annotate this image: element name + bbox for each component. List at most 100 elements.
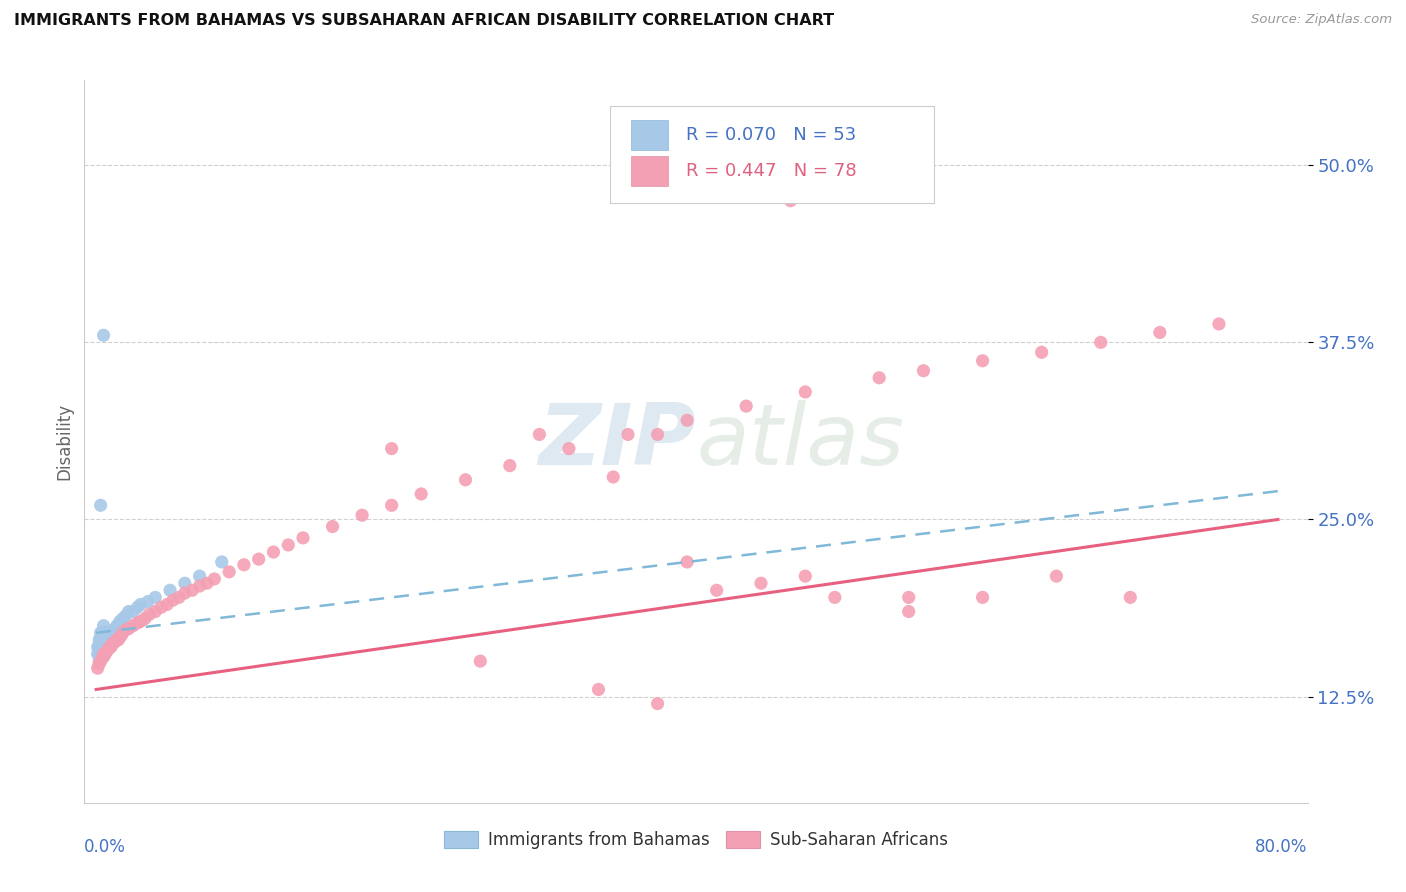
Point [868, 371, 890, 385]
Point [93, 640, 115, 654]
Point [101, 637, 124, 651]
Point [232, 558, 254, 572]
Point [104, 622, 127, 636]
Point [735, 399, 758, 413]
Point [96, 640, 118, 654]
Point [824, 591, 846, 605]
Point [100, 625, 122, 640]
Point [111, 625, 134, 640]
Point [91, 640, 114, 654]
Point [470, 654, 492, 668]
Text: atlas: atlas [696, 400, 904, 483]
Point [188, 569, 211, 583]
Point [647, 427, 669, 442]
Point [262, 545, 284, 559]
Point [100, 640, 122, 654]
Point [98, 625, 121, 640]
Point [91, 632, 114, 647]
Point [90, 625, 112, 640]
Point [127, 600, 149, 615]
Point [110, 629, 132, 643]
Point [89, 640, 111, 654]
Point [98, 640, 121, 654]
Point [454, 473, 477, 487]
Point [173, 576, 195, 591]
Point [173, 586, 195, 600]
Point [138, 607, 160, 622]
Point [676, 413, 699, 427]
Point [706, 583, 728, 598]
Point [97, 640, 120, 654]
Point [86, 661, 108, 675]
Point [972, 353, 994, 368]
Point [897, 591, 920, 605]
Point [188, 579, 211, 593]
Point [292, 531, 315, 545]
Point [94, 625, 117, 640]
Point [97, 625, 120, 640]
Point [118, 605, 141, 619]
Point [134, 612, 156, 626]
Point [91, 651, 114, 665]
Point [97, 642, 120, 657]
Point [86, 640, 108, 654]
Point [617, 427, 640, 442]
Point [218, 565, 240, 579]
Point [114, 623, 136, 637]
Point [1090, 335, 1112, 350]
Point [90, 654, 112, 668]
Point [122, 618, 145, 632]
Point [93, 647, 115, 661]
Point [94, 640, 117, 654]
Point [529, 427, 551, 442]
Point [277, 538, 299, 552]
Point [558, 442, 581, 456]
Point [381, 442, 404, 456]
Point [143, 605, 166, 619]
Point [129, 598, 152, 612]
Point [156, 598, 179, 612]
Point [105, 618, 128, 632]
Point [181, 583, 204, 598]
Point [97, 632, 120, 647]
Text: ZIP: ZIP [538, 400, 696, 483]
Point [94, 647, 117, 661]
Point [89, 632, 111, 647]
Point [90, 632, 112, 647]
Point [588, 682, 610, 697]
Point [103, 623, 125, 637]
Point [794, 569, 817, 583]
Point [100, 632, 122, 647]
Point [211, 555, 233, 569]
Point [108, 615, 131, 629]
Point [779, 194, 801, 208]
FancyBboxPatch shape [610, 105, 935, 203]
Point [90, 647, 112, 661]
Point [93, 625, 115, 640]
Point [86, 647, 108, 661]
Point [107, 618, 129, 632]
Point [93, 632, 115, 647]
Point [111, 612, 134, 626]
Point [1149, 326, 1171, 340]
Point [94, 647, 117, 661]
Point [93, 618, 115, 632]
Point [381, 498, 404, 512]
Point [90, 640, 112, 654]
Point [143, 591, 166, 605]
Point [108, 630, 131, 644]
Point [794, 384, 817, 399]
Point [89, 647, 111, 661]
Point [91, 647, 114, 661]
Point [1208, 317, 1230, 331]
Point [162, 593, 184, 607]
Legend: Immigrants from Bahamas, Sub-Saharan Africans: Immigrants from Bahamas, Sub-Saharan Afr… [437, 824, 955, 856]
Point [98, 632, 121, 647]
Point [96, 625, 118, 640]
Point [202, 572, 225, 586]
Point [122, 605, 145, 619]
Point [96, 632, 118, 647]
Text: 0.0%: 0.0% [84, 838, 127, 855]
Point [101, 625, 124, 640]
Point [93, 647, 115, 661]
